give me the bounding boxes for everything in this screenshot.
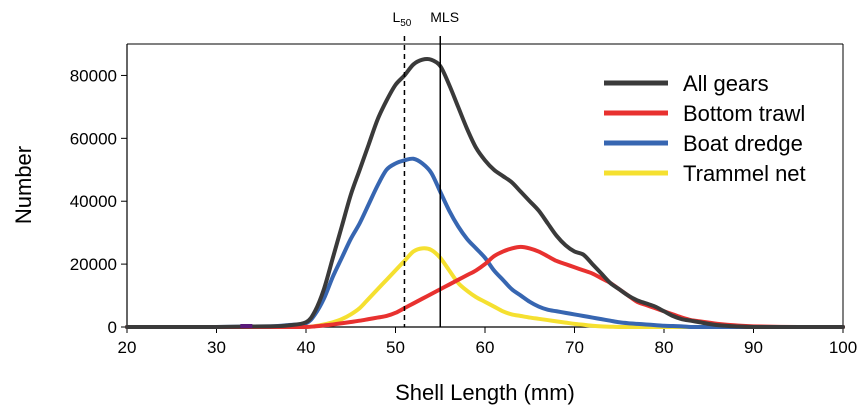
ref-label-mls: MLS [430,9,459,25]
x-tick-label: 60 [476,338,495,357]
y-tick-label: 60000 [70,129,117,148]
x-tick-label: 70 [565,338,584,357]
y-tick-label: 80000 [70,66,117,85]
x-tick-label: 90 [744,338,763,357]
y-axis-title: Number [11,146,36,224]
series-line-all-gears [125,57,845,330]
axis-marker [240,324,253,328]
series-line-boat-dredge [125,156,845,330]
legend: All gears Bottom trawl Boat dredge Trammel … [604,71,806,186]
x-tick-label: 20 [118,338,137,357]
x-ticks: 20 30 40 50 60 70 80 90 100 [118,327,857,357]
y-tick-label: 40000 [70,192,117,211]
x-tick-label: 50 [386,338,405,357]
y-tick-label: 0 [108,318,117,337]
x-tick-label: 100 [829,338,857,357]
series-group [125,57,845,330]
y-tick-label: 20000 [70,255,117,274]
legend-label-boat-dredge: Boat dredge [683,131,803,156]
y-ticks: 0 20000 40000 60000 80000 [70,66,127,337]
x-tick-label: 30 [207,338,226,357]
legend-label-all-gears: All gears [683,71,769,96]
x-tick-label: 40 [297,338,316,357]
x-axis-title: Shell Length (mm) [395,380,575,405]
legend-label-trammel-net: Trammel net [683,161,806,186]
reference-lines: L50 MLS [392,9,459,327]
legend-label-bottom-trawl: Bottom trawl [683,101,805,126]
ref-label-l50: L50 [392,9,411,29]
x-tick-label: 80 [655,338,674,357]
